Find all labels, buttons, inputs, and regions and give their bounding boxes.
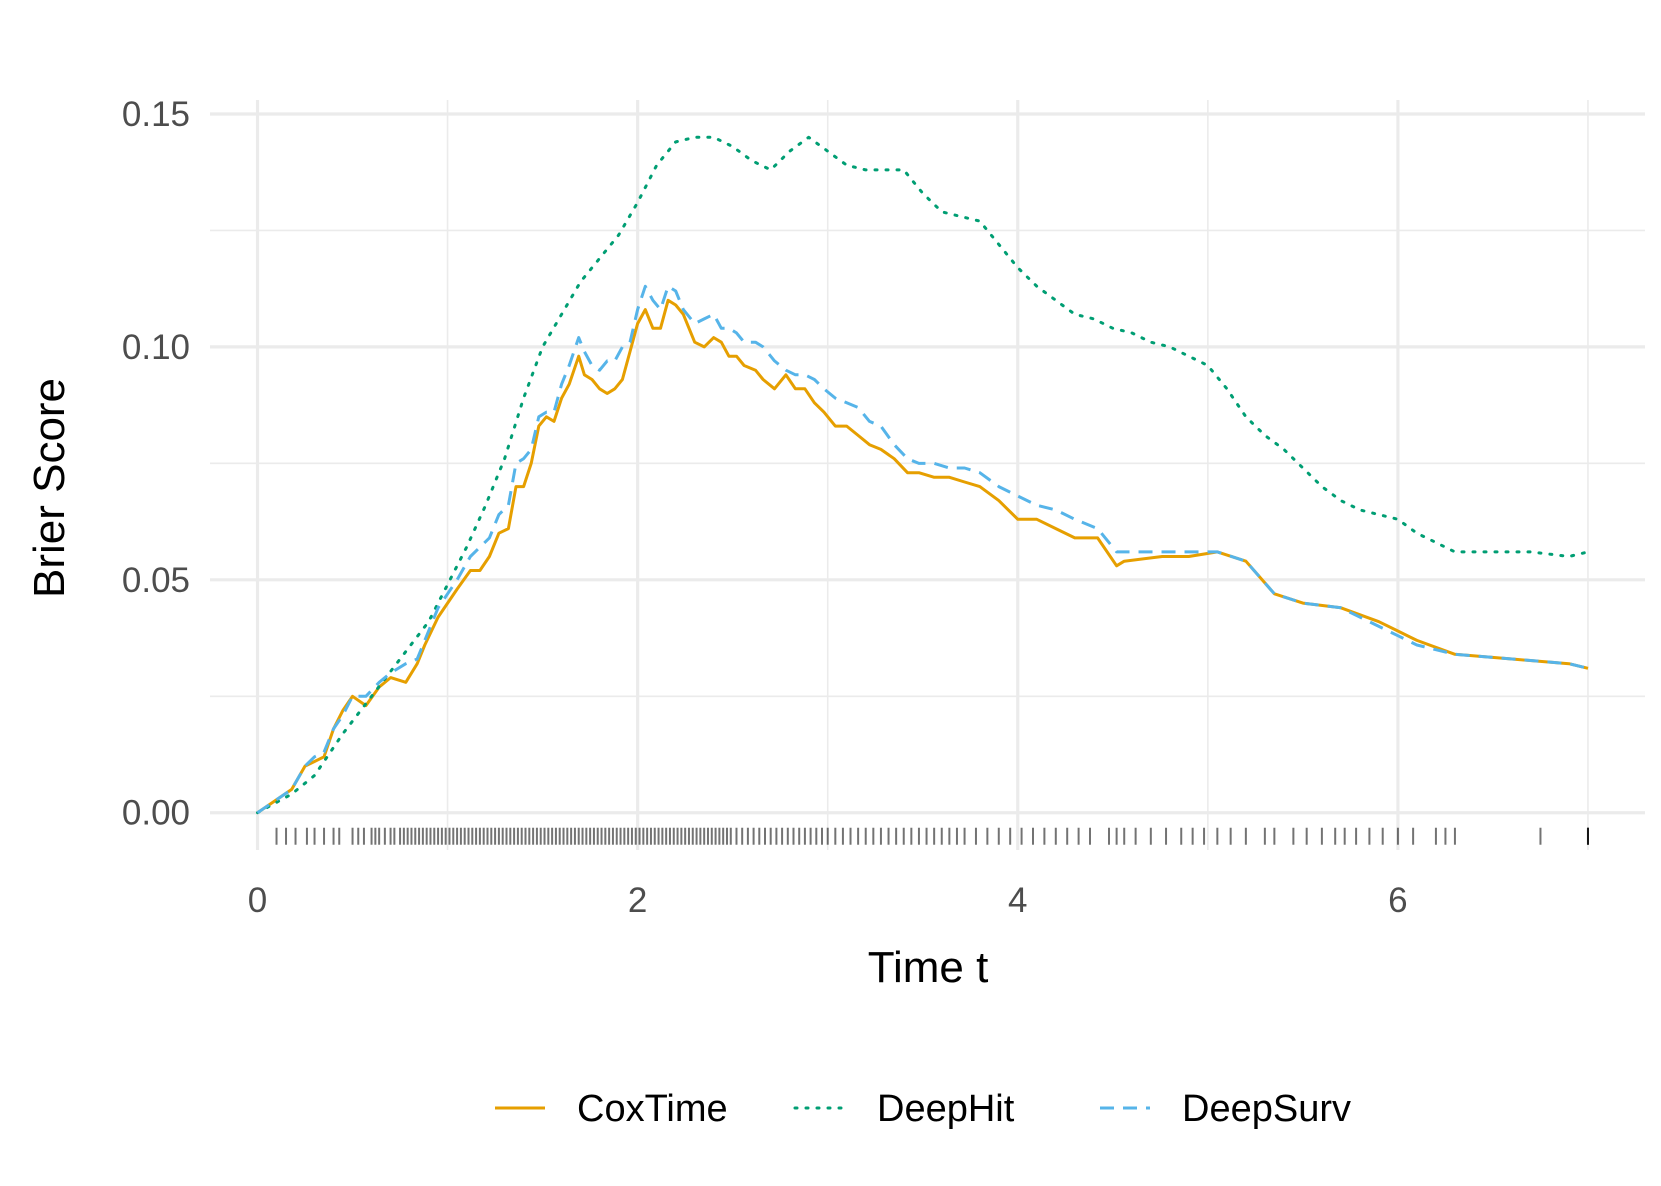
grid — [210, 100, 1645, 850]
y-tick-label: 0.10 — [122, 328, 190, 367]
y-tick-label: 0.05 — [122, 561, 190, 600]
x-tick-label: 4 — [1008, 881, 1027, 920]
y-tick-labels: 0.00 0.05 0.10 0.15 — [122, 95, 190, 833]
x-tick-label: 6 — [1388, 881, 1407, 920]
rug-ticks — [275, 827, 1589, 845]
x-tick-label: 2 — [628, 881, 647, 920]
x-axis-title: Time t — [868, 943, 989, 992]
y-tick-label: 0.00 — [122, 794, 190, 833]
x-tick-labels: 0 2 4 6 — [248, 881, 1408, 920]
series-line-deepsurv — [256, 284, 1589, 814]
series-lines — [256, 135, 1590, 815]
y-axis-title: Brier Score — [25, 378, 74, 598]
legend: CoxTime DeepHit DeepSurv — [495, 1088, 1351, 1130]
y-tick-label: 0.15 — [122, 95, 190, 134]
legend-label-coxtime: CoxTime — [577, 1088, 728, 1130]
legend-label-deephit: DeepHit — [877, 1088, 1015, 1130]
legend-label-deepsurv: DeepSurv — [1182, 1088, 1351, 1130]
series-line-coxtime — [256, 298, 1589, 814]
x-tick-label: 0 — [248, 881, 267, 920]
